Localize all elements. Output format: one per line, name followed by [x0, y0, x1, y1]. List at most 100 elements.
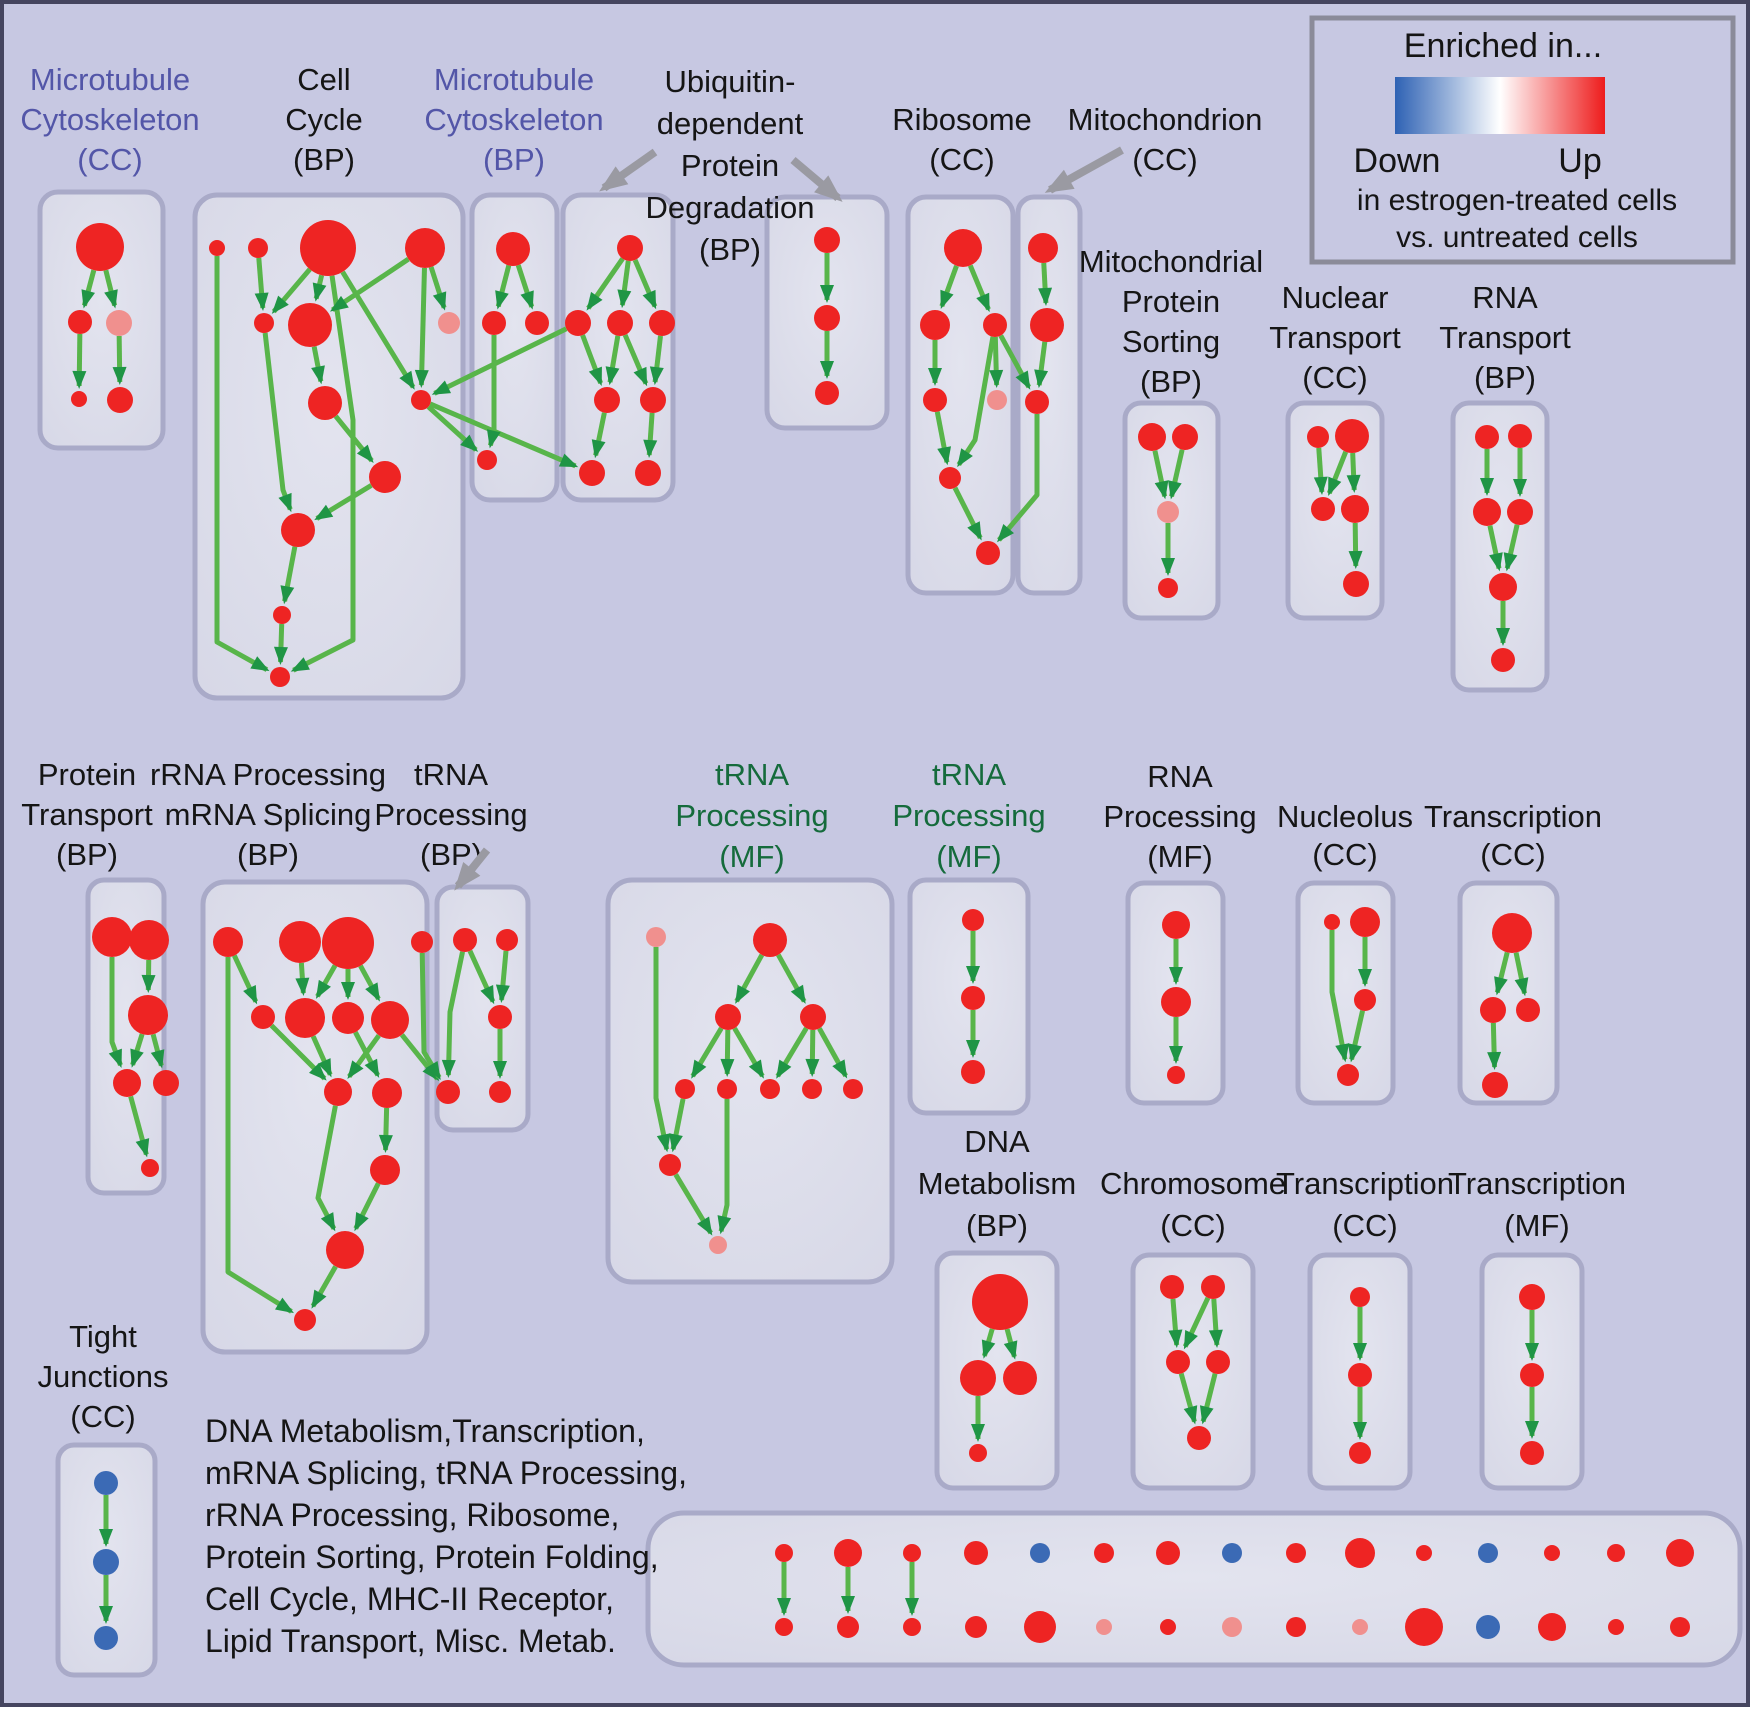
legend-down-label: Down — [1354, 142, 1441, 180]
gene-set-node-c12 — [273, 606, 291, 624]
gene-set-node-r4 — [923, 388, 947, 412]
cluster-label-mt-cc: Cytoskeleton — [20, 102, 199, 137]
edge-m1-m2 — [81, 269, 97, 309]
legend-caption-line: vs. untreated cells — [1396, 221, 1638, 254]
edge-s10-s11 — [378, 1107, 393, 1154]
edge-c3-c5 — [271, 267, 312, 314]
gene-set-node-v2 — [814, 305, 840, 331]
cluster-label-mitochondrion: (CC) — [1132, 142, 1197, 177]
gene-set-node-k4 — [1206, 1350, 1230, 1374]
edge-n4-n5 — [1348, 522, 1363, 570]
gene-set-node-bt8 — [1222, 1543, 1242, 1563]
edge-s8-s9 — [347, 1033, 381, 1080]
gene-set-node-q6 — [1491, 648, 1515, 672]
legend-caption-line: in estrogen-treated cells — [1357, 184, 1677, 217]
gene-set-node-d4 — [969, 1444, 987, 1462]
edge-u4-u6 — [649, 335, 664, 386]
edge-m1-m3 — [103, 269, 118, 309]
gene-set-node-n1 — [1307, 426, 1329, 448]
gene-set-node-s3 — [322, 917, 374, 969]
edge-tb1-tb3 — [467, 949, 496, 1005]
cluster-label-ribosome: (CC) — [929, 142, 994, 177]
gene-set-node-f6 — [717, 1079, 737, 1099]
gene-set-node-p4 — [1158, 578, 1178, 598]
cluster-label-transcription-cc-mid: Transcription — [1424, 799, 1602, 834]
edge-k2-k4 — [1208, 1298, 1223, 1349]
label-pointer-arrow-1 — [599, 148, 658, 192]
gene-set-node-bt4 — [964, 1541, 988, 1565]
gene-set-node-bb15 — [1670, 1617, 1690, 1637]
edge-n2-n3 — [1326, 450, 1349, 496]
cluster-label-ubiquitin: Degradation — [646, 190, 815, 225]
gene-set-node-s2 — [279, 921, 321, 963]
cluster-label-rna-transport: Transport — [1439, 320, 1571, 355]
gene-set-node-f5 — [675, 1079, 695, 1099]
gene-set-node-s12 — [326, 1231, 364, 1269]
gene-set-node-q3 — [1473, 498, 1501, 526]
cluster-label-trna-bp: Processing — [374, 797, 527, 832]
gene-set-node-p1 — [1138, 423, 1166, 451]
edge-r1-r3 — [967, 264, 991, 313]
gene-set-node-q5 — [1489, 573, 1517, 601]
edge-o1-o4 — [1329, 930, 1350, 1063]
edge-tb2-tb3 — [495, 950, 510, 1004]
gene-set-node-bb5 — [1024, 1611, 1056, 1643]
gene-set-node-u6 — [640, 387, 666, 413]
cluster-label-trna-mf-2: Processing — [892, 798, 1045, 833]
gene-set-node-d1 — [972, 1274, 1028, 1330]
gene-set-node-u2 — [565, 310, 591, 336]
gene-set-node-g2 — [961, 986, 985, 1010]
cluster-box-b17 — [1295, 880, 1396, 1106]
gene-set-node-tb1 — [453, 928, 477, 952]
cluster-box-b1 — [37, 189, 166, 451]
gene-set-node-u7 — [579, 460, 605, 486]
gene-set-node-m4 — [71, 391, 87, 407]
cluster-label-rna-transport: (BP) — [1474, 360, 1536, 395]
gene-set-node-u4 — [649, 310, 675, 336]
cluster-label-rrna-mrna: mRNA Splicing — [165, 797, 372, 832]
cluster-label-rrna-mrna: (BP) — [237, 837, 299, 872]
edge-q4-q5 — [1503, 524, 1520, 572]
edge-s5-s9 — [269, 1023, 327, 1081]
gene-set-node-bb13 — [1538, 1613, 1566, 1641]
edge-q3-q5 — [1487, 525, 1503, 572]
gene-set-node-c5 — [254, 313, 274, 333]
edge-k4-k5 — [1199, 1373, 1218, 1425]
cluster-label-chromosome: Chromosome — [1100, 1166, 1286, 1201]
gene-set-node-c1 — [209, 240, 225, 256]
gene-set-node-t4 — [1482, 1072, 1508, 1098]
edge-c3-c13 — [290, 275, 356, 673]
edge-f6-f11 — [717, 1099, 732, 1235]
gene-set-node-bb2 — [837, 1616, 859, 1638]
edge-u2-u5 — [580, 334, 603, 386]
gene-set-node-o4 — [1337, 1064, 1359, 1086]
legend-title: Enriched in... — [1404, 27, 1602, 65]
gene-set-node-s11 — [370, 1155, 400, 1185]
cluster-label-transcription-cc-bot: (CC) — [1332, 1208, 1397, 1243]
edge-f4-f8 — [805, 1029, 820, 1077]
gene-set-node-j1 — [94, 1471, 118, 1495]
edge-u6-u8 — [643, 412, 658, 459]
gene-set-node-bb1 — [775, 1618, 793, 1636]
gene-set-node-pt5 — [153, 1070, 179, 1096]
cluster-label-mito-protein-sorting: Mitochondrial — [1079, 244, 1263, 279]
gene-set-node-u3 — [607, 310, 633, 336]
gene-set-node-pt1 — [92, 917, 132, 957]
gene-set-node-v1 — [814, 227, 840, 253]
gene-set-node-p3 — [1157, 501, 1179, 523]
gene-set-node-s6 — [285, 998, 325, 1038]
edge-s4-tb4 — [419, 952, 442, 1080]
gene-set-node-z3 — [1520, 1441, 1544, 1465]
edge-k1-k3 — [1168, 1298, 1183, 1349]
edge-k2-k3 — [1182, 1296, 1211, 1350]
edge-mt3-r7 — [997, 414, 1040, 543]
gene-set-node-bt15 — [1666, 1539, 1694, 1567]
cluster-label-ubiquitin: dependent — [657, 106, 804, 141]
cluster-label-trna-mf-1: (MF) — [719, 839, 784, 874]
cluster-label-dna-metabolism: DNA — [964, 1124, 1030, 1159]
edge-mt2-mt3 — [1034, 341, 1049, 389]
cluster-label-transcription-cc-bot: Transcription — [1276, 1166, 1454, 1201]
cluster-label-nuclear-transport: (CC) — [1302, 360, 1367, 395]
edge-n1-n3 — [1313, 447, 1328, 496]
cluster-box-b21 — [1130, 1252, 1256, 1491]
